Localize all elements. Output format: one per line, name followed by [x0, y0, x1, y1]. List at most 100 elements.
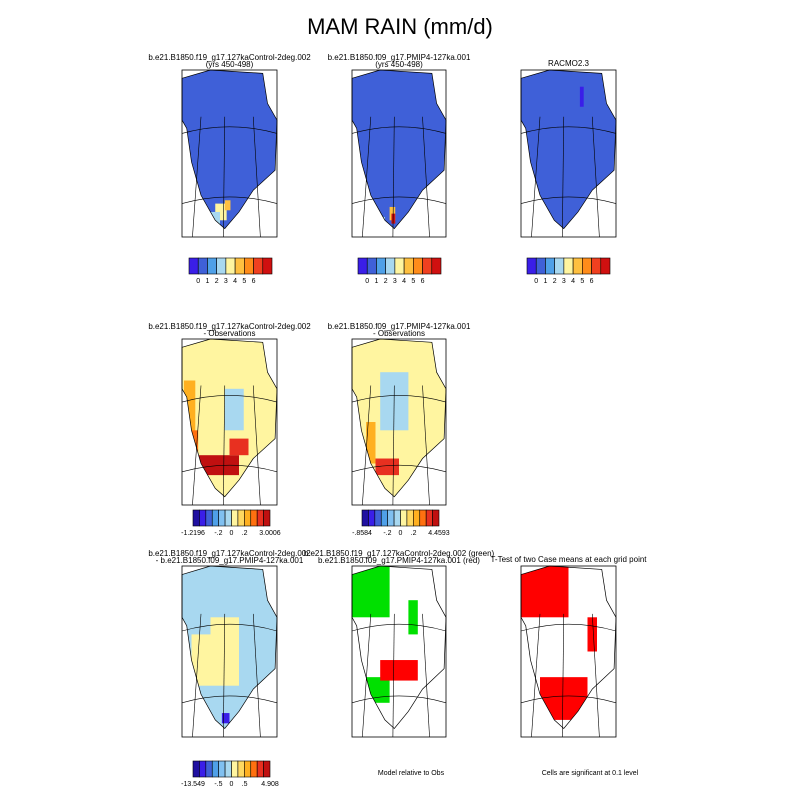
- parallel: [520, 196, 617, 204]
- colorbar-box: [361, 509, 369, 527]
- colorbar-box: [188, 257, 199, 275]
- colorbar-label: 5: [411, 278, 415, 285]
- colorbar-label: .2: [242, 530, 248, 537]
- colorbar-label: -.8584: [352, 530, 372, 537]
- colorbar-box: [192, 760, 200, 778]
- map-frame: [181, 69, 278, 238]
- colorbar-box: [256, 509, 264, 527]
- colorbar-label: -13.549: [181, 781, 205, 788]
- field-cell: [408, 600, 418, 635]
- panel-title: (yrs 450-498): [375, 60, 423, 69]
- colorbar-label: 1: [374, 278, 378, 285]
- colorbar-box: [413, 509, 421, 527]
- colorbar-label: 0: [365, 278, 369, 285]
- colorbar-label: 2: [215, 278, 219, 285]
- colorbar-label: -.2: [214, 530, 222, 537]
- colorbar-label: 0: [196, 278, 200, 285]
- parallel: [181, 196, 278, 204]
- colorbar-box: [199, 760, 207, 778]
- field-cell: [380, 660, 418, 681]
- colorbar-box: [199, 509, 207, 527]
- colorbar-label: 3: [224, 278, 228, 285]
- map-panel: [181, 565, 278, 738]
- colorbar-label: -.5: [214, 781, 222, 788]
- panel-title: b.e21.B1850.f19_g17.127kaControl-2deg.00…: [148, 549, 311, 558]
- colorbar-box: [357, 257, 368, 275]
- colorbar-label: 0: [534, 278, 538, 285]
- colorbar-label: -.2: [383, 530, 391, 537]
- colorbar-box: [393, 509, 401, 527]
- meridian: [392, 385, 395, 506]
- map-panel: [520, 69, 617, 238]
- colorbar-box: [366, 257, 377, 275]
- map-panel: [351, 565, 447, 738]
- field-cell: [221, 713, 230, 724]
- note: Cells are significant at 0.1 level: [542, 770, 639, 777]
- field-cell: [191, 634, 211, 686]
- field-cell: [352, 566, 390, 618]
- map-frame: [181, 338, 278, 506]
- colorbar-box: [387, 509, 395, 527]
- meridian: [591, 116, 600, 238]
- parallel: [181, 464, 278, 473]
- meridian: [591, 613, 600, 738]
- parallel: [520, 126, 617, 134]
- colorbar-label: 1: [205, 278, 209, 285]
- colorbar-box: [582, 257, 592, 275]
- meridian: [252, 385, 261, 506]
- meridian: [392, 116, 395, 238]
- map-frame: [520, 69, 617, 238]
- field-cell: [579, 86, 584, 107]
- colorbar-box: [526, 257, 537, 275]
- meridian: [252, 613, 261, 738]
- meridian: [392, 613, 395, 738]
- colorbar-label: 0: [399, 530, 403, 537]
- panel-title: T-Test of two Case means at each grid po…: [490, 555, 647, 564]
- coastline: [181, 69, 278, 230]
- meridian: [362, 613, 372, 738]
- map-frame: [351, 565, 447, 738]
- colorbar-box: [385, 257, 396, 275]
- field-cell: [224, 388, 244, 431]
- field-cell: [587, 617, 597, 652]
- colorbar-box: [425, 509, 433, 527]
- meridian: [422, 613, 430, 738]
- colorbar-box: [237, 760, 245, 778]
- colorbar-label: 4: [233, 278, 237, 285]
- meridian: [422, 385, 430, 506]
- map-frame: [351, 69, 447, 238]
- colorbar-box: [231, 760, 239, 778]
- meridian: [192, 116, 202, 238]
- panel-title: b.e21.B1850.f19_g17.127kaControl-2deg.00…: [148, 53, 311, 62]
- field-cell: [215, 203, 227, 221]
- colorbar-label: -1.2196: [181, 530, 205, 537]
- colorbar-box: [432, 509, 440, 527]
- colorbar-label: 6: [590, 278, 594, 285]
- map-panel: [351, 69, 447, 238]
- parallel: [181, 126, 278, 134]
- colorbar-box: [591, 257, 602, 275]
- parallel: [351, 395, 447, 403]
- colorbar-label: 3.0006: [259, 530, 281, 537]
- coastline: [520, 565, 617, 729]
- colorbar-box: [419, 509, 427, 527]
- colorbar-label: 4: [571, 278, 575, 285]
- parallel: [181, 395, 278, 403]
- colorbar-box: [211, 760, 219, 778]
- colorbar-box: [218, 509, 226, 527]
- colorbar-box: [263, 760, 271, 778]
- colorbar-box: [403, 257, 414, 275]
- map-frame: [351, 338, 447, 506]
- colorbar-box: [368, 509, 376, 527]
- colorbar-box: [224, 760, 232, 778]
- field-cell: [224, 200, 231, 211]
- panel-title: - b.e21.B1850.f09_g17.PMIP4-127ka.001: [156, 556, 304, 565]
- coastline: [351, 565, 447, 729]
- colorbar-box: [374, 509, 382, 527]
- colorbar-label: 4.908: [261, 781, 279, 788]
- meridian: [192, 385, 202, 506]
- colorbar-box: [376, 257, 386, 275]
- meridian: [362, 116, 372, 238]
- colorbar-box: [225, 257, 236, 275]
